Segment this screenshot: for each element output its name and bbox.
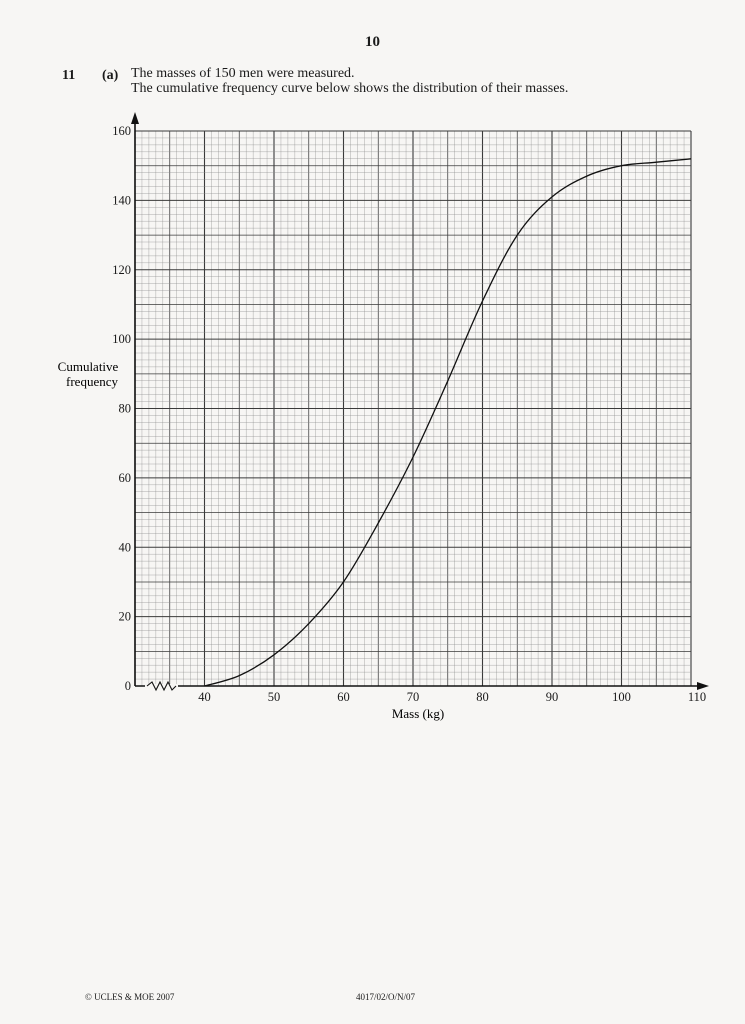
- y-tick-label: 40: [119, 540, 132, 554]
- x-tick-label: 60: [337, 690, 350, 704]
- x-axis-arrow-icon: [697, 682, 709, 690]
- axis-break-zigzag-icon: [146, 680, 177, 692]
- x-tick-label: 70: [407, 690, 420, 704]
- x-tick-label: 40: [198, 690, 211, 704]
- question-number: 11: [62, 68, 76, 83]
- y-tick-label: 80: [119, 402, 132, 416]
- cumulative-frequency-curve: [204, 158, 692, 687]
- question-part-label: (a): [102, 68, 119, 83]
- x-tick-label: 100: [612, 690, 631, 704]
- y-tick-label: 20: [119, 610, 132, 624]
- y-axis-arrow-icon: [131, 112, 139, 124]
- tick-labels: 0 20 40 60 80 100 120 140 160 40 50 60 70 80 90 100 110: [112, 124, 706, 704]
- copyright-footer: © UCLES & MOE 2007: [85, 992, 175, 1002]
- x-tick-label: 90: [546, 690, 559, 704]
- y-axis-label-line-1: Cumulative: [58, 359, 119, 374]
- graph-paper-grid: [134, 130, 692, 687]
- question-text-line-1: The masses of 150 men were measured.: [131, 66, 355, 81]
- y-tick-label: 140: [112, 193, 131, 207]
- question-text-line-2: The cumulative frequency curve below sho…: [131, 81, 569, 96]
- x-tick-label: 50: [268, 690, 281, 704]
- y-tick-label: 100: [112, 332, 131, 346]
- axes: [131, 112, 709, 692]
- y-tick-label: 160: [112, 124, 131, 138]
- series-layer: [204, 158, 692, 687]
- y-tick-label: 0: [125, 679, 131, 693]
- y-axis-label-line-2: frequency: [66, 374, 118, 389]
- y-tick-label: 120: [112, 263, 131, 277]
- page-number: 10: [365, 34, 380, 50]
- paper-code-footer: 4017/02/O/N/07: [356, 992, 416, 1002]
- y-tick-label: 60: [119, 471, 132, 485]
- x-tick-label: 110: [688, 690, 706, 704]
- x-tick-label: 80: [476, 690, 489, 704]
- x-axis-label: Mass (kg): [392, 706, 444, 721]
